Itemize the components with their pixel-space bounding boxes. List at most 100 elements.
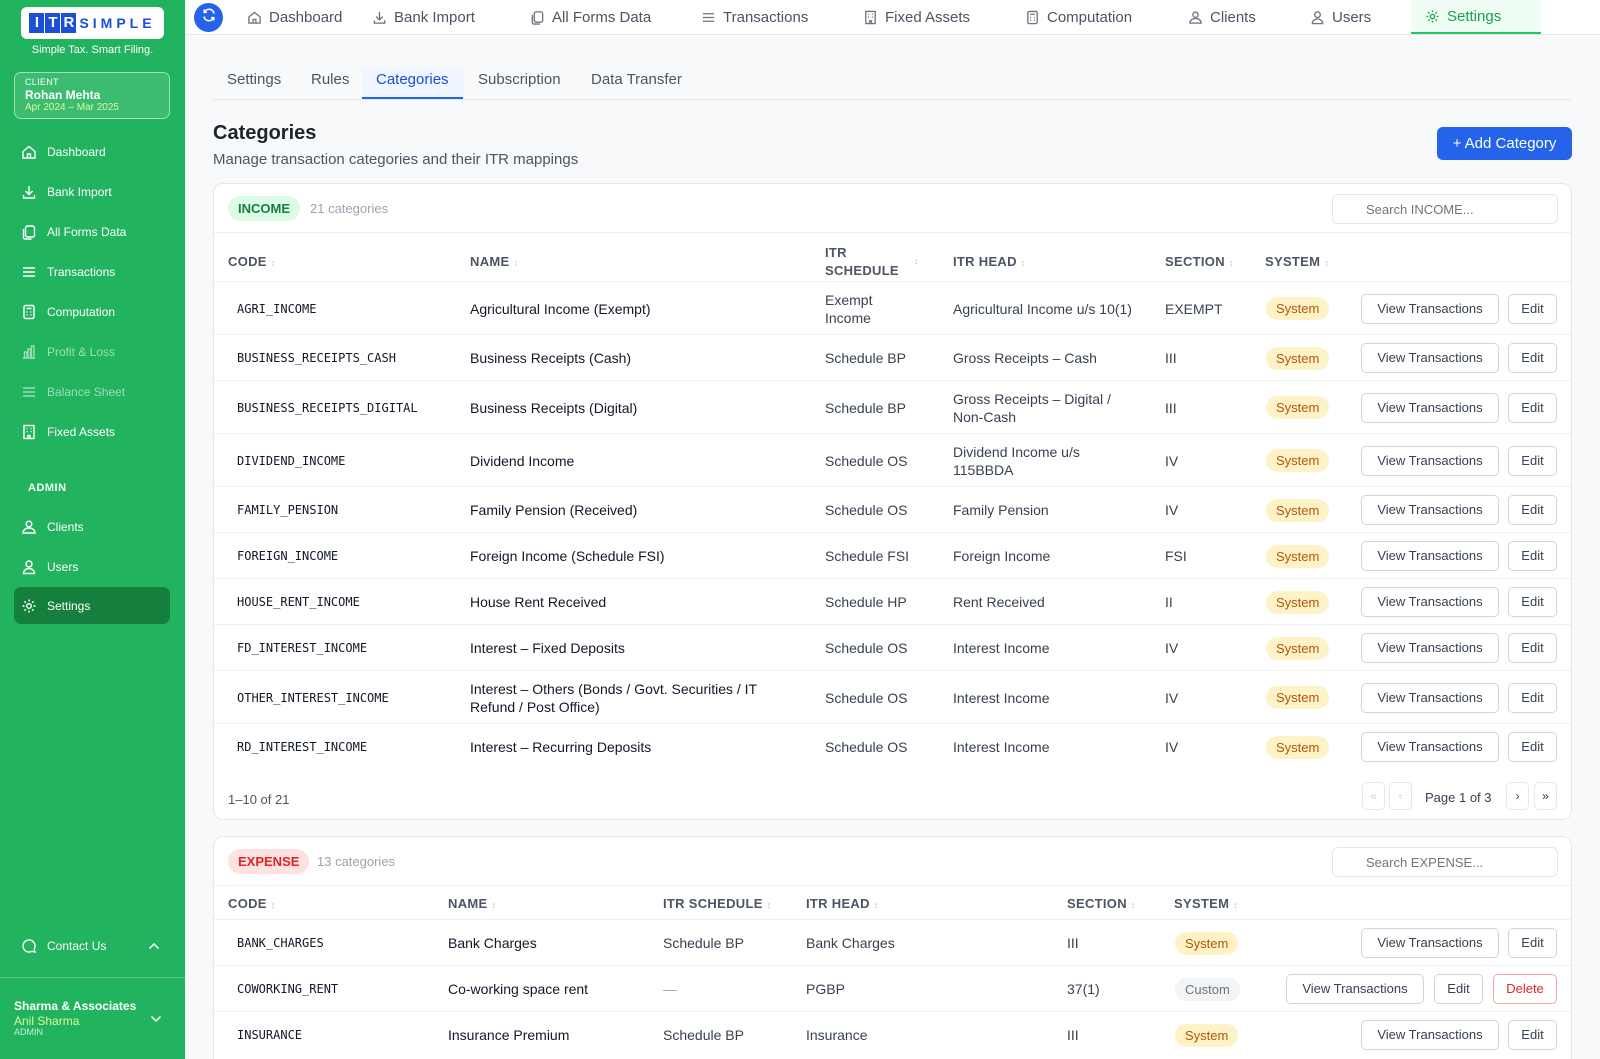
tab-data-transfer[interactable]: Data Transfer bbox=[591, 71, 682, 88]
sidebar-item-settings[interactable]: Settings bbox=[14, 587, 170, 624]
col-header-section[interactable]: SECTION ↕ bbox=[1067, 896, 1136, 911]
system-badge: System bbox=[1266, 686, 1330, 709]
download-icon bbox=[20, 183, 38, 201]
sidebar-item-balance-sheet[interactable]: Balance Sheet bbox=[14, 374, 170, 410]
edit-button[interactable]: Edit bbox=[1508, 343, 1557, 373]
view-transactions-button[interactable]: View Transactions bbox=[1361, 1020, 1499, 1050]
client-selector[interactable]: CLIENT Rohan Mehta Apr 2024 – Mar 2025 bbox=[14, 72, 170, 119]
col-header-itr-head[interactable]: ITR HEAD ↕ bbox=[806, 896, 879, 911]
delete-button[interactable]: Delete bbox=[1493, 974, 1557, 1004]
itr-section: IV bbox=[1165, 502, 1179, 518]
view-transactions-button[interactable]: View Transactions bbox=[1361, 732, 1499, 762]
col-header-itr-schedule[interactable]: ITR SCHEDULE ↕ bbox=[663, 896, 771, 911]
topnav-all-forms-data[interactable]: All Forms Data bbox=[530, 0, 651, 34]
col-header-code[interactable]: CODE ↕ bbox=[228, 896, 276, 911]
topnav-dashboard[interactable]: Dashboard bbox=[247, 0, 342, 34]
edit-button[interactable]: Edit bbox=[1508, 587, 1557, 617]
system-badge: System bbox=[1266, 499, 1330, 522]
income-search-input[interactable] bbox=[1332, 194, 1558, 224]
topnav-clients[interactable]: Clients bbox=[1188, 0, 1256, 34]
edit-button[interactable]: Edit bbox=[1508, 732, 1557, 762]
itr-schedule: Schedule BP bbox=[825, 350, 906, 366]
app-logo[interactable]: I T R SIMPLE bbox=[21, 7, 164, 39]
edit-button[interactable]: Edit bbox=[1508, 495, 1557, 525]
view-transactions-button[interactable]: View Transactions bbox=[1361, 495, 1499, 525]
refresh-icon bbox=[201, 7, 217, 28]
category-code: FOREIGN_INCOME bbox=[237, 549, 339, 563]
view-transactions-button[interactable]: View Transactions bbox=[1361, 446, 1499, 476]
sidebar-item-dashboard[interactable]: Dashboard bbox=[14, 134, 170, 170]
edit-button[interactable]: Edit bbox=[1508, 294, 1557, 324]
add-category-button[interactable]: + Add Category bbox=[1437, 127, 1572, 160]
col-header-itr-schedule[interactable]: ITR SCHEDULE bbox=[825, 244, 899, 280]
tab-rules[interactable]: Rules bbox=[311, 71, 350, 88]
view-transactions-button[interactable]: View Transactions bbox=[1361, 294, 1499, 324]
table-row: INSURANCE Insurance Premium Schedule BP Ins… bbox=[214, 1011, 1571, 1057]
building-icon bbox=[865, 10, 876, 24]
itr-schedule: Schedule FSI bbox=[825, 548, 910, 564]
contact-us-button[interactable]: Contact Us bbox=[14, 928, 170, 964]
calculator-icon bbox=[1027, 10, 1038, 24]
topnav-computation[interactable]: Computation bbox=[1025, 0, 1132, 34]
sidebar-item-profit-loss[interactable]: Profit & Loss bbox=[14, 334, 170, 370]
sidebar-item-users[interactable]: Users bbox=[14, 549, 170, 585]
view-transactions-button[interactable]: View Transactions bbox=[1361, 541, 1499, 571]
sync-button[interactable] bbox=[194, 3, 223, 32]
topnav-label: Dashboard bbox=[269, 8, 343, 26]
first-page-button[interactable]: « bbox=[1362, 782, 1385, 810]
expense-search-input[interactable] bbox=[1332, 847, 1558, 877]
sidebar-item-all-forms-data[interactable]: All Forms Data bbox=[14, 214, 170, 250]
col-header-name[interactable]: NAME ↕ bbox=[470, 254, 518, 269]
last-page-button[interactable]: » bbox=[1534, 782, 1557, 810]
tab-subscription[interactable]: Subscription bbox=[478, 71, 561, 88]
sidebar-item-bank-import[interactable]: Bank Import bbox=[14, 174, 170, 210]
category-name: Insurance Premium bbox=[448, 1027, 570, 1043]
topnav-users[interactable]: Users bbox=[1310, 0, 1371, 34]
topnav-bank-import[interactable]: Bank Import bbox=[372, 0, 475, 34]
itr-section: III bbox=[1067, 935, 1079, 951]
view-transactions-button[interactable]: View Transactions bbox=[1361, 587, 1499, 617]
topnav-settings[interactable]: Settings bbox=[1411, 0, 1541, 34]
view-transactions-button[interactable]: View Transactions bbox=[1361, 683, 1499, 713]
edit-button[interactable]: Edit bbox=[1508, 1020, 1557, 1050]
sidebar-item-label: All Forms Data bbox=[47, 225, 127, 239]
col-header-section[interactable]: SECTION ↕ bbox=[1165, 254, 1234, 269]
topnav-fixed-assets[interactable]: Fixed Assets bbox=[863, 0, 970, 34]
prev-page-button[interactable]: ‹ bbox=[1389, 782, 1412, 810]
next-page-button[interactable]: › bbox=[1506, 782, 1529, 810]
itr-head: Insurance bbox=[806, 1027, 868, 1043]
edit-button[interactable]: Edit bbox=[1508, 446, 1557, 476]
tab-categories[interactable]: Categories bbox=[362, 68, 463, 99]
sidebar-item-fixed-assets[interactable]: Fixed Assets bbox=[14, 414, 170, 450]
edit-button[interactable]: Edit bbox=[1508, 633, 1557, 663]
col-header-system[interactable]: SYSTEM ↕ bbox=[1174, 896, 1238, 911]
expense-categories-card: EXPENSE 13 categories CODE↕ NAME↕ ITR SC… bbox=[213, 836, 1572, 1059]
system-badge: System bbox=[1266, 347, 1330, 370]
col-header-name[interactable]: NAME ↕ bbox=[448, 896, 496, 911]
sidebar-item-clients[interactable]: Clients bbox=[14, 509, 170, 545]
chevron-down-icon[interactable] bbox=[150, 1010, 162, 1028]
client-period: Apr 2024 – Mar 2025 bbox=[25, 102, 119, 113]
edit-button[interactable]: Edit bbox=[1508, 928, 1557, 958]
tab-settings[interactable]: Settings bbox=[227, 71, 282, 88]
edit-button[interactable]: Edit bbox=[1508, 541, 1557, 571]
view-transactions-button[interactable]: View Transactions bbox=[1286, 974, 1424, 1004]
sort-icon[interactable]: ↕ bbox=[914, 256, 919, 266]
edit-button[interactable]: Edit bbox=[1434, 974, 1483, 1004]
col-header-system[interactable]: SYSTEM ↕ bbox=[1265, 254, 1329, 269]
view-transactions-button[interactable]: View Transactions bbox=[1361, 928, 1499, 958]
view-transactions-button[interactable]: View Transactions bbox=[1361, 633, 1499, 663]
edit-button[interactable]: Edit bbox=[1508, 683, 1557, 713]
view-transactions-button[interactable]: View Transactions bbox=[1361, 343, 1499, 373]
itr-schedule: Schedule BP bbox=[825, 399, 906, 416]
sidebar-item-transactions[interactable]: Transactions bbox=[14, 254, 170, 290]
table-row: OTHER_INTEREST_INCOME Interest – Others (… bbox=[214, 670, 1571, 723]
topnav-transactions[interactable]: Transactions bbox=[701, 0, 808, 34]
col-header-code[interactable]: CODE ↕ bbox=[228, 254, 276, 269]
category-code: BUSINESS_RECEIPTS_DIGITAL bbox=[237, 400, 418, 415]
itr-schedule: Schedule HP bbox=[825, 594, 907, 610]
sidebar-item-computation[interactable]: Computation bbox=[14, 294, 170, 330]
col-header-itr-head[interactable]: ITR HEAD ↕ bbox=[953, 254, 1026, 269]
view-transactions-button[interactable]: View Transactions bbox=[1361, 393, 1499, 423]
edit-button[interactable]: Edit bbox=[1508, 393, 1557, 423]
